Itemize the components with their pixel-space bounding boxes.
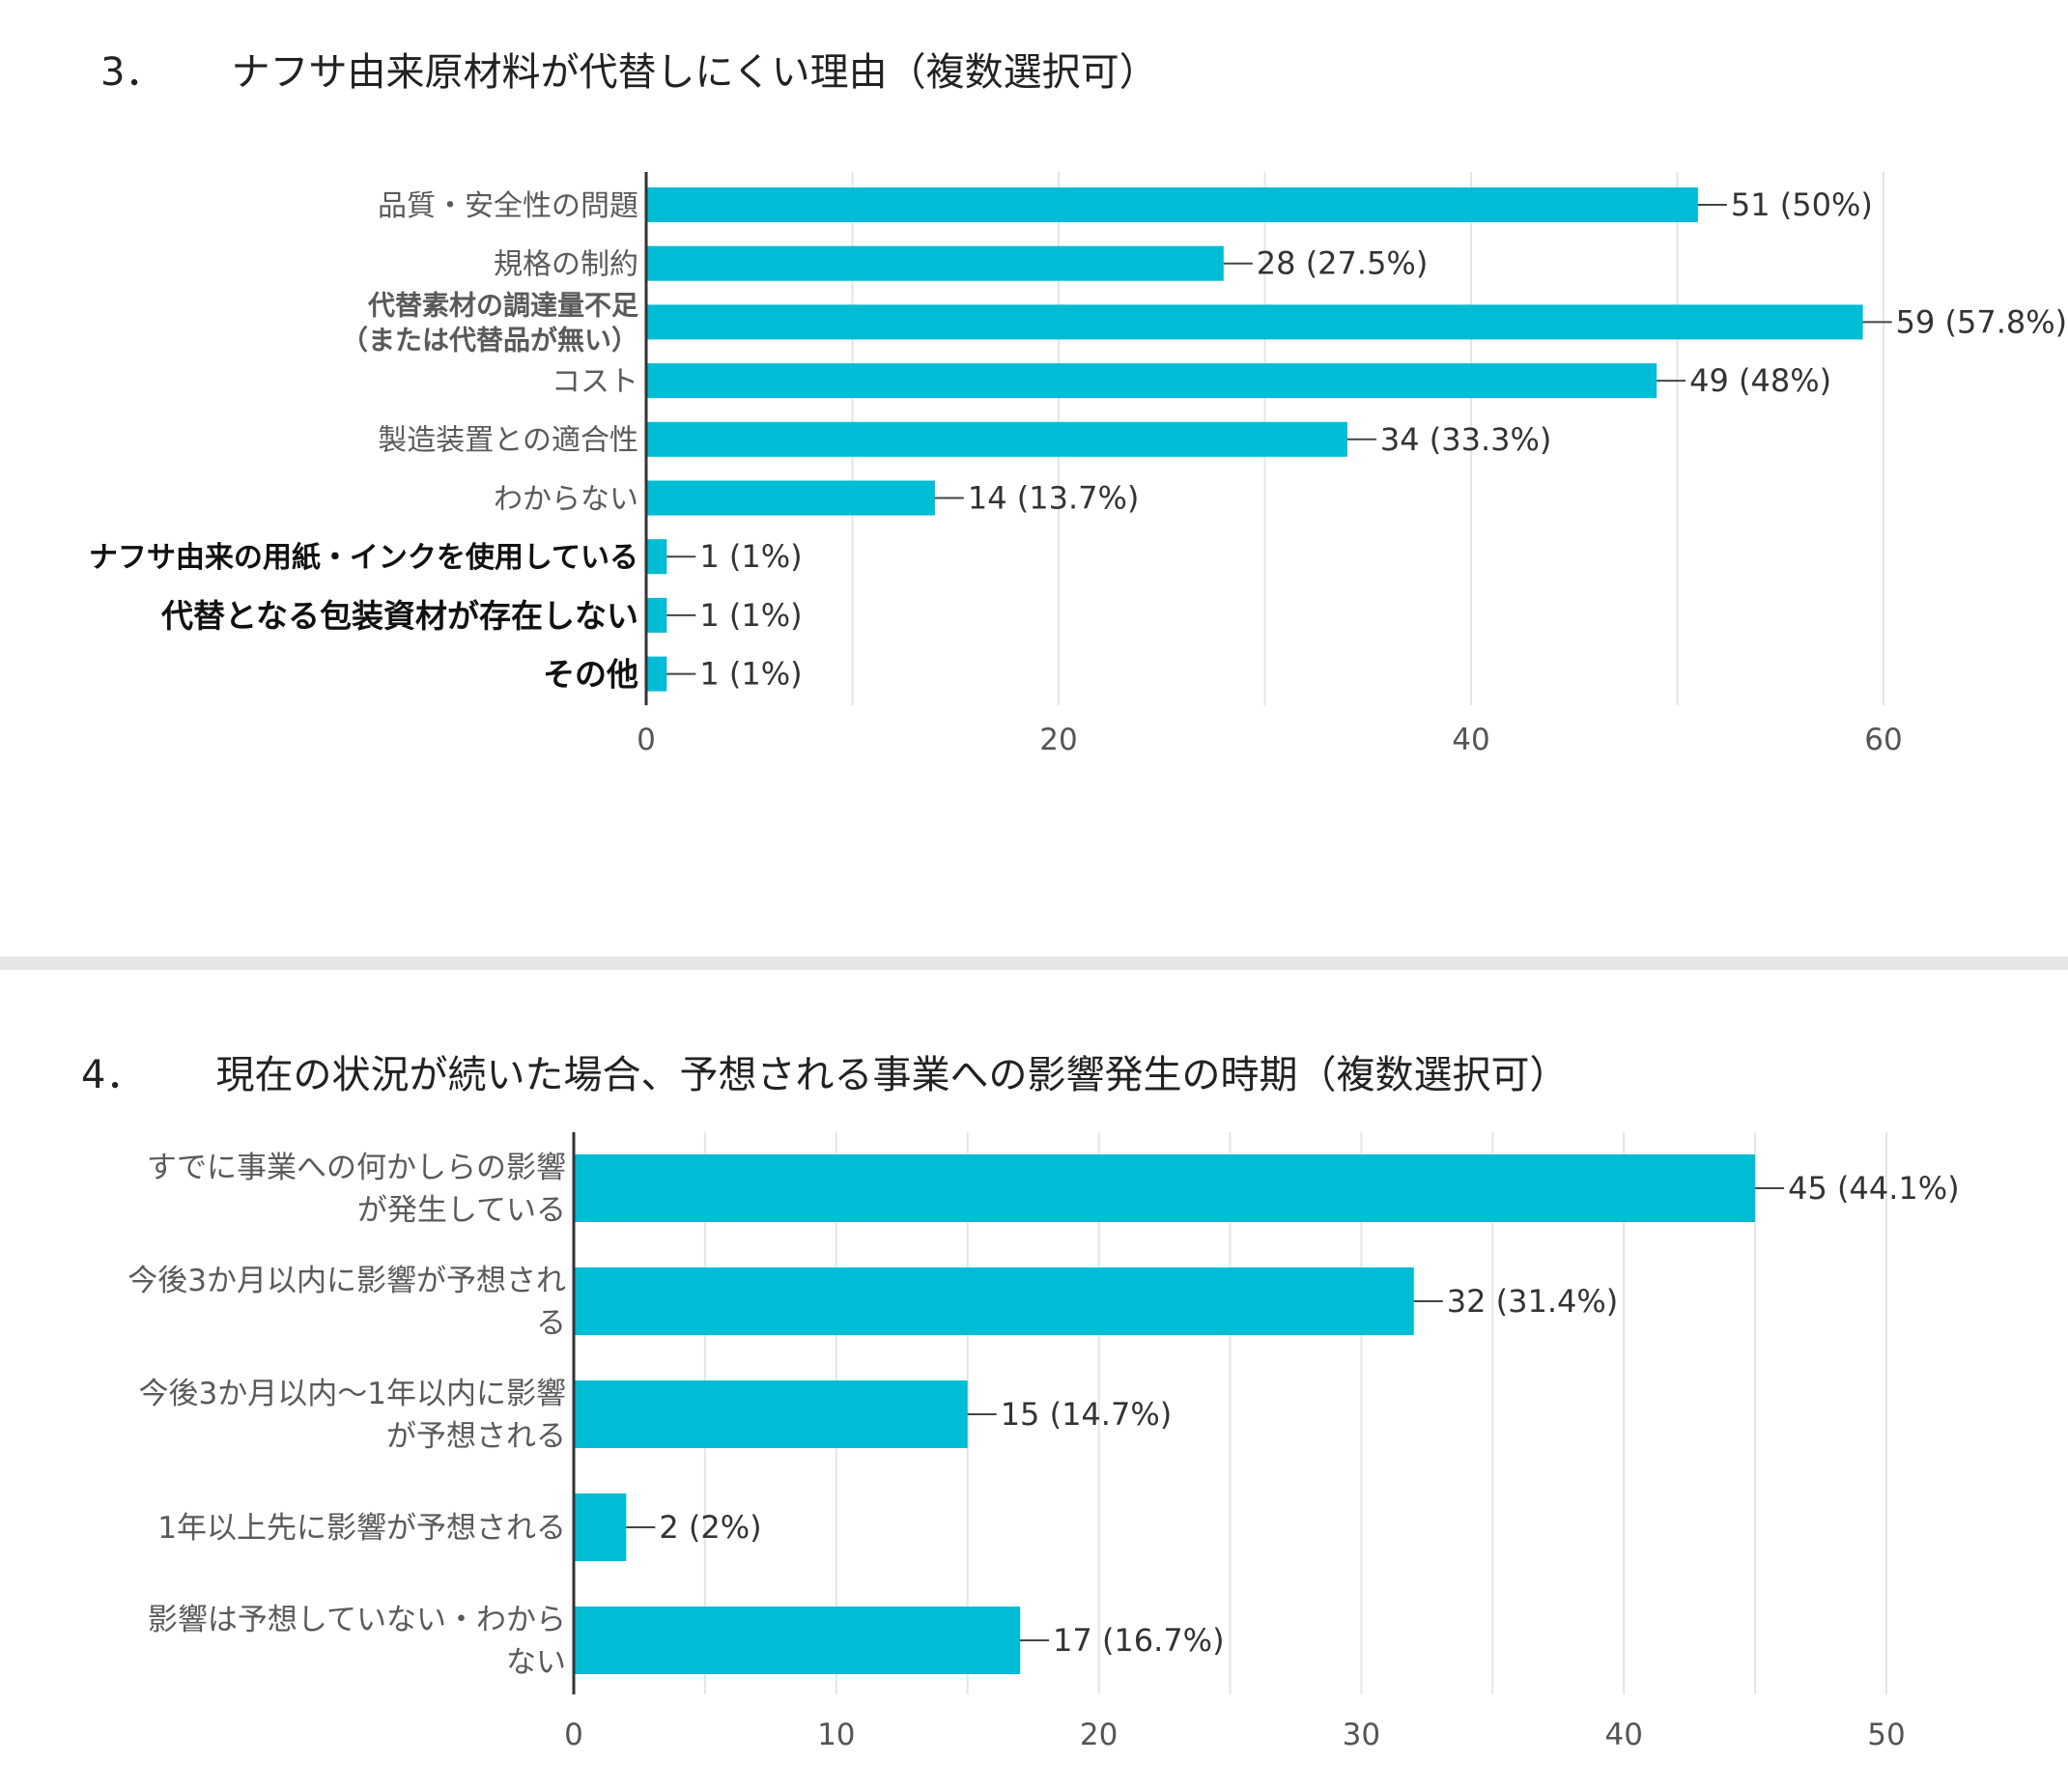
chart-3-category-label: わからない [494,482,638,516]
chart-4-x-tick: 10 [817,1718,855,1752]
chart-section-3: 3． ナフサ由来原材料が代替しにくい理由（複数選択可） 0 20 40 60 51 (50… [89,41,2068,757]
chart-3-bar [646,597,667,633]
chart-3-bar [646,304,1863,340]
chart-4-x-tick: 20 [1080,1718,1118,1752]
chart-4-category-label: が予想される [386,1419,566,1454]
chart-4-data-label: 2 (2%) [659,1509,761,1546]
chart-3-title-text: ナフサ由来原材料が代替しにくい理由（複数選択可） [231,50,1158,95]
chart-3-data-label: 1 (1%) [699,597,802,634]
chart-3-bar [646,363,1657,399]
chart-4-x-tick: 30 [1343,1718,1380,1752]
chart-3-bar [646,539,667,575]
chart-3-x-tick: 0 [637,723,656,757]
chart-3-category-label: 代替素材の調達量不足 [367,289,638,321]
chart-4-x-tick: 0 [564,1718,583,1752]
chart-4-category-label: 今後3か月以内に影響が予想され [127,1264,566,1298]
chart-3-bar [646,421,1347,457]
chart-4-data-label: 32 (31.4%) [1447,1283,1619,1320]
chart-4-category-label: 1年以上先に影響が予想される [157,1511,566,1546]
chart-3-category-label: （または代替品が無い） [341,324,638,356]
chart-3-title: 3． ナフサ由来原材料が代替しにくい理由（複数選択可） [100,41,1158,97]
chart-section-4: 4． 現在の状況が続いた場合、予想される事業への影響発生の時期（複数選択可） 0 1… [0,970,2068,1792]
chart-3-svg: 0 20 40 60 51 (50%) 品質・安全性の問題 28 (27.5%) 規格の制約 5… [89,172,2068,757]
chart-4-title-text: 現在の状況が続いた場合、予想される事業への影響発生の時期（複数選択可） [215,1053,1569,1097]
chart-4-category-label: 今後3か月以内～1年以内に影響 [139,1377,566,1411]
chart-4-category-label: が発生している [357,1193,566,1228]
chart-3-number: 3． [100,50,164,95]
chart-3-category-label: コスト [552,365,638,399]
chart-4-bar [574,1267,1414,1335]
chart-4-data-label: 15 (14.7%) [1001,1396,1173,1433]
chart-3-x-tick: 20 [1039,723,1077,757]
chart-4-x-tick: 50 [1867,1718,1905,1752]
chart-4-data-label: 17 (16.7%) [1053,1622,1225,1659]
chart-3-x-tick: 40 [1452,723,1489,757]
chart-4-data-label: 45 (44.1%) [1788,1170,1960,1207]
chart-4-bar [574,1154,1756,1222]
chart-3-data-label: 1 (1%) [699,656,802,693]
chart-3-category-label: 製造装置との適合性 [378,424,638,458]
chart-4-category-label: すでに事業への何かしらの影響 [147,1151,566,1185]
chart-4-category-label: 影響は予想していない・わから [148,1603,566,1637]
chart-4-bar [574,1493,627,1561]
chart-3-data-label: 59 (57.8%) [1896,303,2068,340]
chart-3-category-label: その他 [543,655,638,693]
chart-3-category-label: 品質・安全性の問題 [378,189,638,223]
chart-3-data-label: 34 (33.3%) [1380,421,1552,458]
chart-3-bar [646,656,667,692]
chart-3-category-label: 規格の制約 [494,248,638,282]
chart-4-bar [574,1380,968,1448]
chart-3-data-label: 1 (1%) [699,538,802,575]
chart-3-bar [646,245,1224,281]
chart-3-data-label: 28 (27.5%) [1257,245,1429,282]
chart-3-data-label: 51 (50%) [1731,186,1873,223]
chart-4-x-tick: 40 [1604,1718,1642,1752]
chart-3-bar [646,187,1698,222]
section-divider [0,956,2068,970]
chart-3-bar [646,480,935,516]
chart-4-svg: 0 10 20 30 40 50 45 (44.1%) すでに事業への何かしらの影響が発生して… [127,1132,1960,1752]
chart-3-category-label: 代替となる包装資材が存在しない [160,597,638,635]
chart-4-category-label: ない [506,1645,566,1680]
chart-4-category-label: る [536,1306,566,1341]
chart-4-title: 4． 現在の状況が続いた場合、予想される事業への影響発生の時期（複数選択可） [81,1043,1568,1099]
chart-3-x-tick: 60 [1864,723,1902,757]
chart-4-number: 4． [81,1053,145,1097]
chart-3-data-label: 49 (48%) [1689,362,1831,399]
chart-4-bar [574,1607,1021,1674]
chart-3-data-label: 14 (13.7%) [968,480,1140,517]
chart-3-category-label: ナフサ由来の用紙・インクを使用している [89,541,638,575]
